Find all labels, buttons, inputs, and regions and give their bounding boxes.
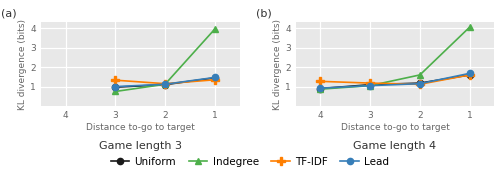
Text: Game length 4: Game length 4 xyxy=(354,141,436,151)
Legend: Uniform, Indegree, TF-IDF, Lead: Uniform, Indegree, TF-IDF, Lead xyxy=(106,152,394,171)
X-axis label: Distance to-go to target: Distance to-go to target xyxy=(340,123,450,132)
Text: (a): (a) xyxy=(1,8,16,18)
Y-axis label: KL divergence (bits): KL divergence (bits) xyxy=(274,19,282,110)
Text: Game length 3: Game length 3 xyxy=(98,141,182,151)
X-axis label: Distance to-go to target: Distance to-go to target xyxy=(86,123,194,132)
Y-axis label: KL divergence (bits): KL divergence (bits) xyxy=(18,19,28,110)
Text: (b): (b) xyxy=(256,8,272,18)
